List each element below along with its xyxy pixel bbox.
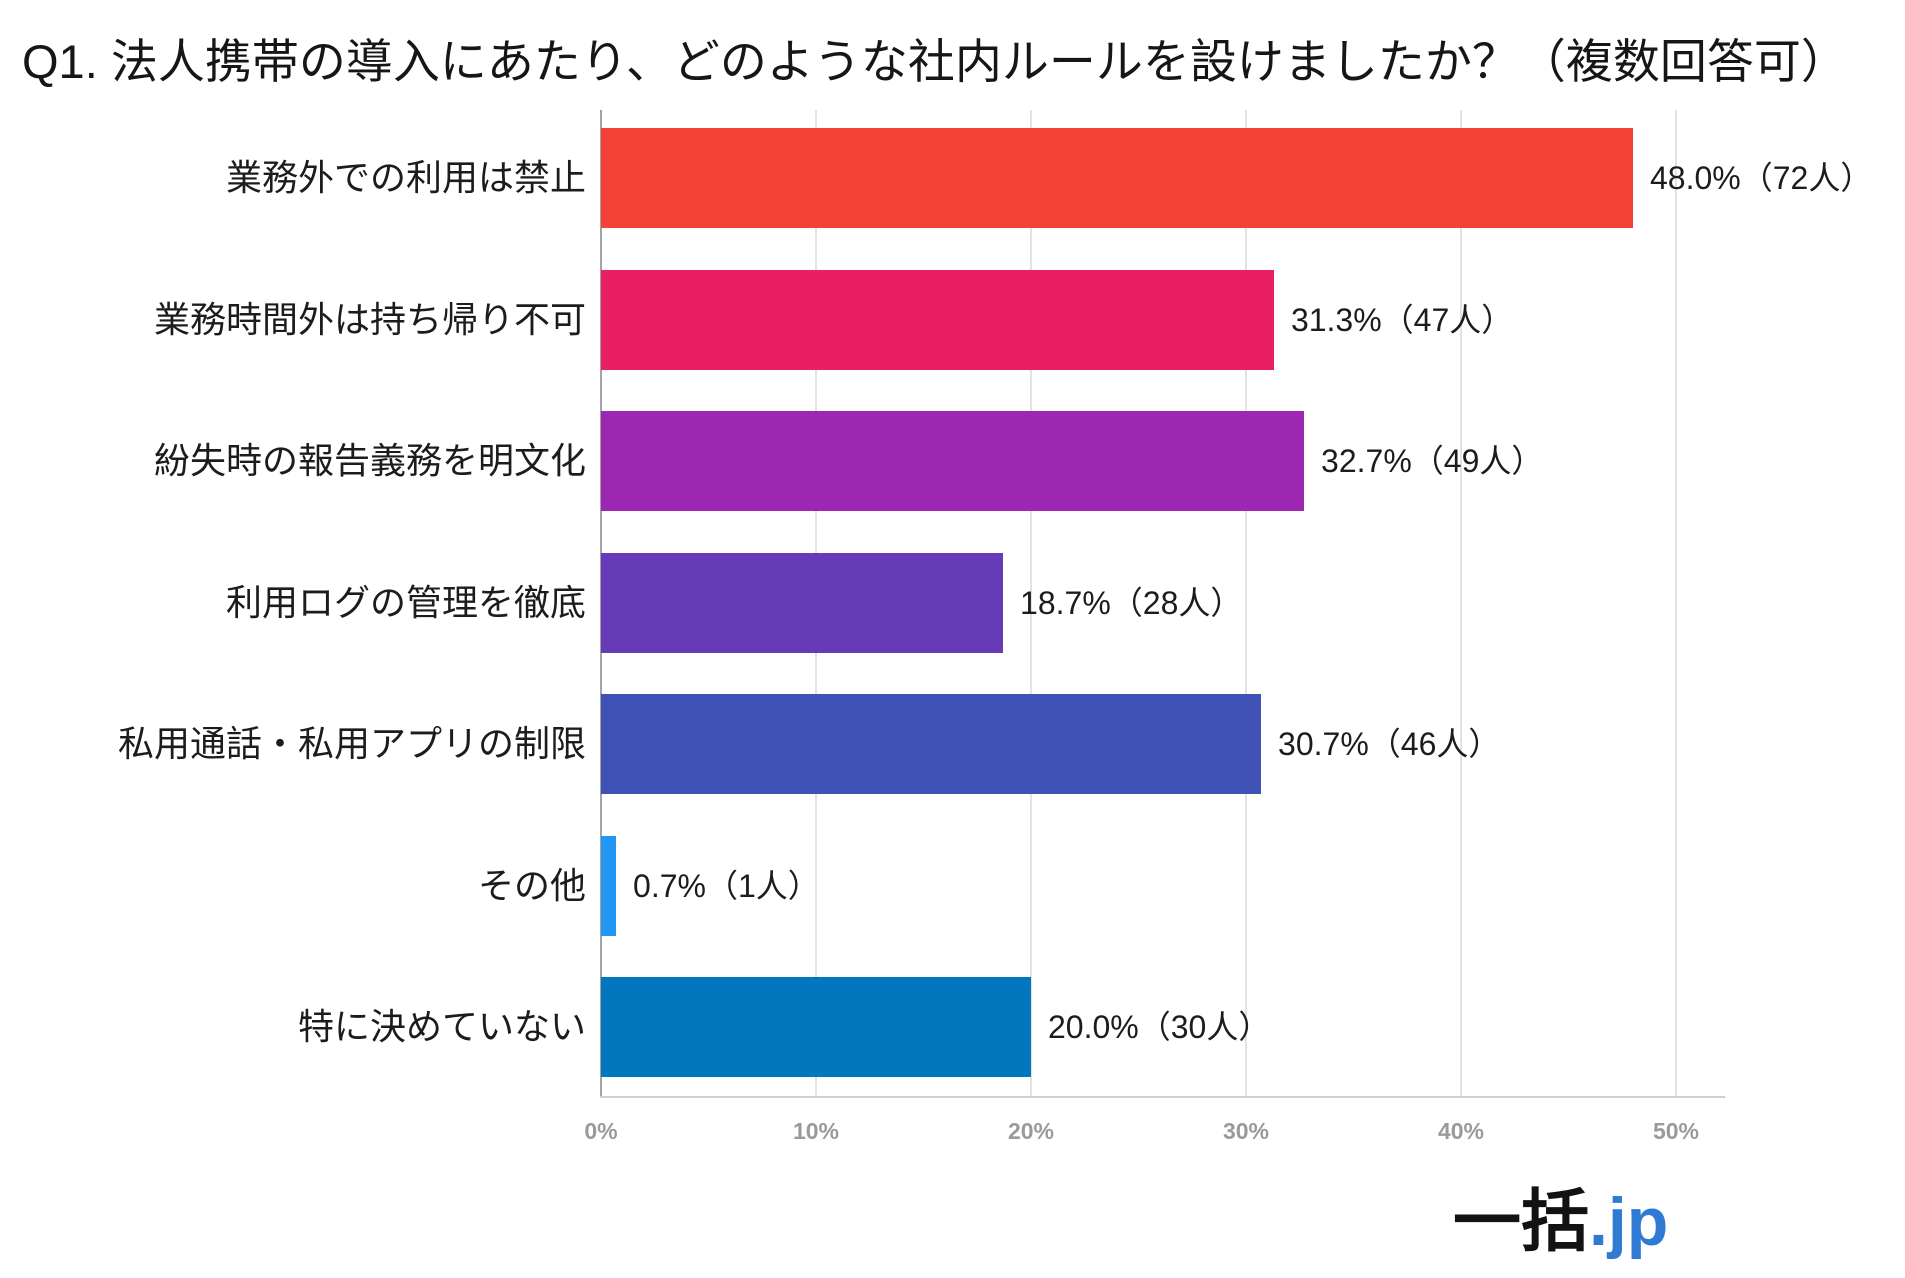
bar-7 xyxy=(601,977,1031,1077)
bar-3 xyxy=(601,411,1305,511)
gridline-20 xyxy=(1030,110,1032,1097)
logo-main-text: 一括 xyxy=(1453,1184,1590,1260)
x-tick-label-10: 10% xyxy=(792,1118,840,1144)
bar-6 xyxy=(601,835,617,936)
data-label-4: 18.7%（28人） xyxy=(1020,584,1243,621)
brand-logo: 一括.jp xyxy=(1453,1188,1668,1256)
data-label-1: 48.0%（72人） xyxy=(1650,160,1873,196)
category-label-7: 特に決めていない xyxy=(297,1006,586,1047)
category-label-6: その他 xyxy=(477,864,586,906)
data-label-5: 30.7%（46人） xyxy=(1278,726,1501,762)
x-tick-label-50: 50% xyxy=(1652,1118,1700,1144)
category-label-4: 利用ログの管理を徹底 xyxy=(225,581,586,623)
chart-title: Q1. 法人携帯の導入にあたり、どのような社内ルールを設けましたか？（複数回答可… xyxy=(22,35,1848,88)
x-tick-label-40: 40% xyxy=(1437,1118,1485,1144)
logo-suffix-text: .jp xyxy=(1589,1184,1669,1260)
bar-5 xyxy=(601,694,1262,794)
category-label-5: 私用通話・私用アプリの制限 xyxy=(117,723,586,764)
gridline-40 xyxy=(1460,110,1462,1097)
category-label-1: 業務外での利用は禁止 xyxy=(225,157,586,198)
gridline-30 xyxy=(1245,110,1247,1097)
data-label-7: 20.0%（30人） xyxy=(1048,1009,1271,1045)
x-axis-line xyxy=(600,1096,1725,1098)
data-label-3: 32.7%（49人） xyxy=(1321,443,1544,479)
bar-4 xyxy=(601,552,1004,653)
category-label-2: 業務時間外は持ち帰り不可 xyxy=(153,298,586,340)
bar-1 xyxy=(601,128,1633,228)
data-label-6: 0.7%（1人） xyxy=(633,867,820,904)
category-label-3: 紛失時の報告義務を明文化 xyxy=(153,440,586,481)
gridline-50 xyxy=(1675,110,1677,1097)
x-tick-label-30: 30% xyxy=(1222,1118,1270,1144)
data-label-2: 31.3%（47人） xyxy=(1290,301,1514,338)
x-tick-label-20: 20% xyxy=(1007,1118,1055,1144)
bar-2 xyxy=(601,269,1274,370)
x-tick-label-0: 0% xyxy=(584,1118,618,1144)
